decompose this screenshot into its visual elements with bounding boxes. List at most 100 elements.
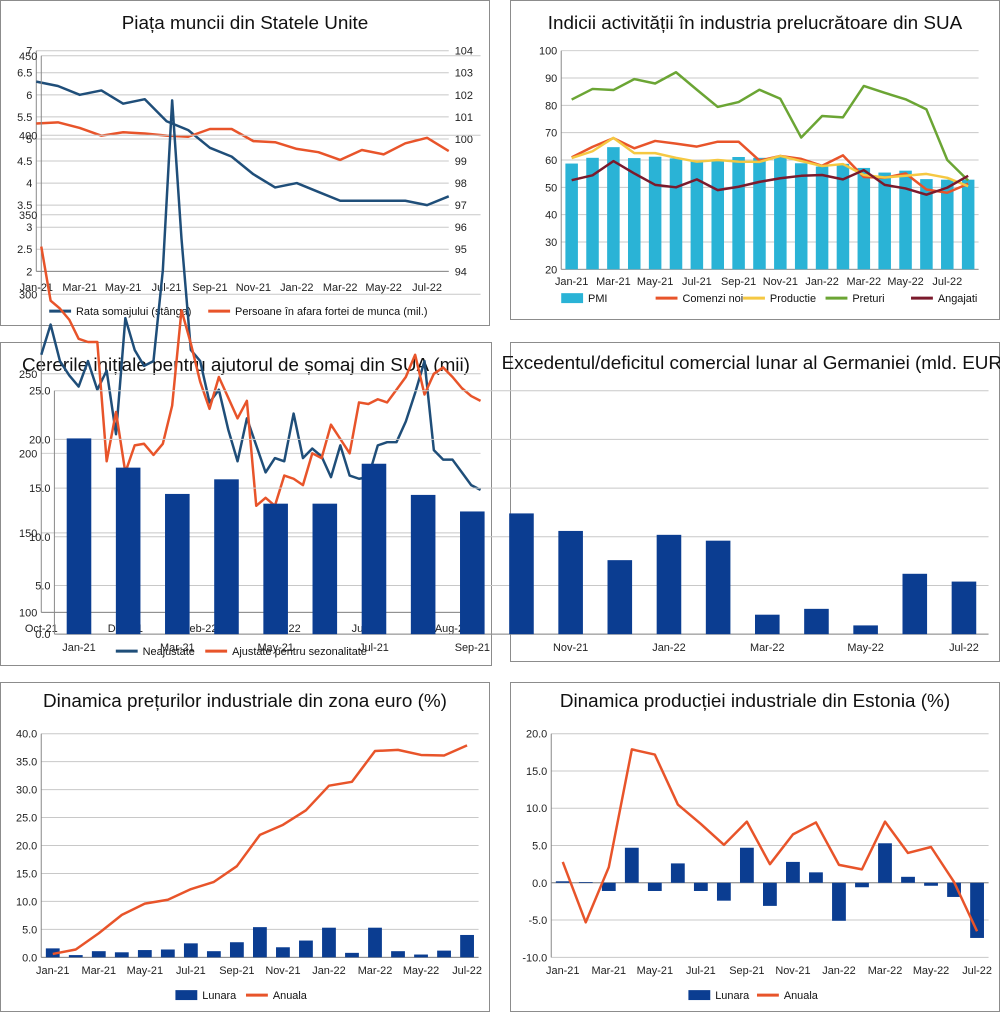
y-tick-label: 4.5 bbox=[17, 156, 32, 168]
y2-tick-label: 103 bbox=[455, 68, 473, 80]
legend-label: Lunara bbox=[202, 990, 237, 1002]
x-tick-label: Jul-21 bbox=[176, 965, 206, 977]
bar bbox=[648, 156, 662, 270]
bar bbox=[804, 608, 829, 635]
chart-panel-us-manufacturing-indices: Indicii activității în industria prelucr… bbox=[510, 0, 1000, 320]
x-tick-label: Feb-22 bbox=[183, 623, 218, 635]
y-tick-label: 15.0 bbox=[16, 868, 37, 880]
y-tick-label: 2 bbox=[26, 266, 32, 278]
bar bbox=[941, 179, 954, 270]
x-tick-label: Mar-22 bbox=[358, 965, 393, 977]
bar bbox=[809, 872, 823, 883]
bar bbox=[299, 940, 313, 958]
y2-tick-label: 95 bbox=[455, 244, 467, 256]
y-tick-label: 20.0 bbox=[16, 840, 37, 852]
y-tick-label: 10.0 bbox=[526, 803, 547, 815]
x-tick-label: Mar-21 bbox=[591, 965, 626, 977]
chart-title: Indicii activității în industria prelucr… bbox=[548, 13, 963, 34]
x-tick-label: Jan-21 bbox=[36, 965, 69, 977]
y-tick-label: 7 bbox=[26, 46, 32, 58]
bar bbox=[229, 942, 244, 958]
bar bbox=[206, 951, 221, 958]
bar bbox=[836, 163, 850, 270]
y2-tick-label: 104 bbox=[455, 46, 473, 58]
bar bbox=[160, 949, 175, 958]
y-tick-label: 20.0 bbox=[526, 729, 547, 741]
bar bbox=[165, 493, 190, 635]
bar bbox=[391, 951, 405, 958]
x-tick-label: Jan-22 bbox=[805, 276, 838, 288]
bar bbox=[601, 882, 616, 891]
x-tick-label: Mar-21 bbox=[81, 965, 116, 977]
bar bbox=[460, 934, 474, 958]
x-tick-label: Sep-21 bbox=[455, 642, 490, 654]
y-tick-label: 25.0 bbox=[16, 813, 37, 825]
x-tick-label: Mar-22 bbox=[750, 642, 785, 654]
y-tick-label: 20.0 bbox=[29, 434, 50, 446]
x-tick-label: May-21 bbox=[257, 642, 293, 654]
series-line bbox=[36, 121, 450, 162]
chart-title: Dinamica producției industriale din Esto… bbox=[560, 691, 950, 712]
bar bbox=[711, 160, 724, 270]
bar bbox=[878, 172, 891, 270]
y2-tick-label: 97 bbox=[455, 200, 467, 212]
bar bbox=[368, 927, 382, 958]
bar bbox=[774, 156, 787, 270]
bar bbox=[437, 950, 451, 958]
legend-label: Comenzi noi bbox=[682, 293, 743, 305]
bar bbox=[312, 503, 338, 635]
x-tick-label: Jan-21 bbox=[555, 276, 588, 288]
bar bbox=[114, 952, 129, 958]
bar bbox=[815, 166, 829, 270]
chart-title: Piața muncii din Statele Unite bbox=[122, 13, 369, 34]
y2-tick-label: 96 bbox=[455, 222, 467, 234]
x-tick-label: Sep-21 bbox=[192, 282, 227, 294]
x-tick-label: Mar-21 bbox=[160, 642, 195, 654]
legend-label: Rata somajului (stânga) bbox=[76, 306, 191, 318]
series-line bbox=[36, 80, 450, 207]
legend-swatch bbox=[561, 293, 584, 304]
bar bbox=[924, 882, 938, 886]
y2-tick-label: 99 bbox=[455, 156, 467, 168]
y-tick-label: 0.0 bbox=[22, 952, 37, 964]
bar bbox=[361, 463, 387, 635]
x-tick-label: May-22 bbox=[365, 282, 401, 294]
y-tick-label: 450 bbox=[19, 51, 37, 63]
y-tick-label: 200 bbox=[19, 448, 37, 460]
y-tick-label: 100 bbox=[19, 607, 37, 619]
y-tick-label: 30 bbox=[545, 237, 557, 249]
bar bbox=[586, 157, 599, 270]
chart-title: Dinamica prețurilor industriale din zona… bbox=[43, 691, 447, 712]
y-tick-label: 40 bbox=[545, 210, 557, 222]
bar bbox=[578, 882, 593, 883]
bar bbox=[753, 157, 766, 270]
y-tick-label: 250 bbox=[19, 369, 37, 381]
bar bbox=[555, 881, 570, 883]
bar bbox=[276, 947, 290, 958]
x-tick-label: Jan-21 bbox=[62, 642, 95, 654]
y-tick-label: 35.0 bbox=[16, 757, 37, 769]
x-tick-label: May-21 bbox=[127, 965, 163, 977]
bar bbox=[705, 540, 731, 635]
y-tick-label: 400 bbox=[19, 130, 37, 142]
bar bbox=[947, 882, 961, 897]
chart-title: Excedentul/deficitul comercial lunar al … bbox=[502, 353, 1000, 374]
legend-label: Productie bbox=[770, 293, 816, 305]
x-tick-label: Nov-21 bbox=[553, 642, 588, 654]
x-tick-label: Jan-22 bbox=[312, 965, 345, 977]
bar bbox=[669, 158, 683, 270]
legend-label: Lunara bbox=[715, 990, 750, 1002]
y2-tick-label: 98 bbox=[455, 178, 467, 190]
bar bbox=[627, 158, 641, 270]
x-tick-label: May-22 bbox=[913, 965, 949, 977]
bar bbox=[732, 156, 745, 270]
bar bbox=[755, 614, 780, 635]
x-tick-label: May-21 bbox=[637, 965, 673, 977]
y-tick-label: 80 bbox=[545, 100, 557, 112]
x-tick-label: Jan-22 bbox=[822, 965, 855, 977]
y-tick-label: 90 bbox=[545, 73, 557, 85]
bar bbox=[509, 513, 534, 635]
series-line bbox=[52, 744, 468, 956]
chart-panel-germany-trade-balance: Excedentul/deficitul comercial lunar al … bbox=[29, 342, 1000, 662]
y-tick-label: 6 bbox=[26, 90, 32, 102]
